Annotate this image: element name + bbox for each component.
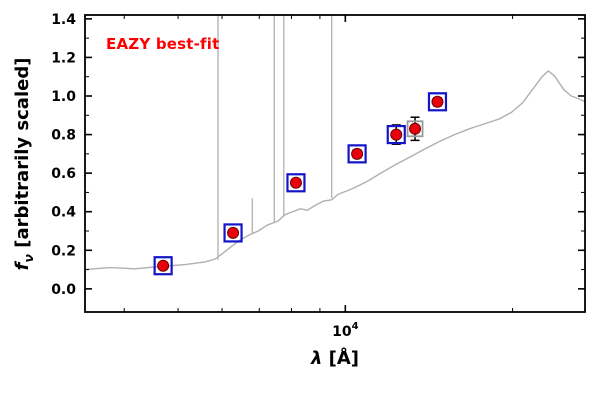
axes-box bbox=[84, 14, 586, 313]
y-tick-label: 0.6 bbox=[51, 166, 76, 182]
flux-symbol: f bbox=[12, 262, 34, 271]
photometry-point bbox=[227, 226, 240, 239]
photometry-point bbox=[157, 259, 170, 272]
blue-square-marker bbox=[223, 223, 243, 243]
lambda-symbol: λ bbox=[310, 348, 323, 369]
blue-square-marker bbox=[286, 173, 306, 193]
y-tick-label: 1.0 bbox=[51, 89, 76, 105]
y-tick-label: 1.4 bbox=[51, 12, 76, 28]
x-axis-label: λ [Å] bbox=[85, 348, 585, 369]
photometry-point bbox=[390, 128, 403, 141]
blue-square-marker bbox=[153, 256, 173, 276]
y-tick-label: 0.0 bbox=[51, 282, 76, 298]
photometry-group bbox=[153, 92, 448, 276]
gray-square-marker bbox=[406, 120, 424, 138]
blue-square-marker bbox=[386, 124, 406, 145]
spectrum-group bbox=[85, 15, 585, 271]
spectrum-line bbox=[85, 70, 585, 271]
photometry-point bbox=[351, 147, 364, 160]
y-tick-label: 1.2 bbox=[51, 50, 76, 66]
x-tick-label: 104 bbox=[332, 321, 358, 340]
photometry-point bbox=[289, 176, 302, 189]
y-tick-label: 0.4 bbox=[51, 205, 76, 221]
x-axis-units: [Å] bbox=[322, 348, 360, 369]
y-axis-units: [arbitrarily scaled] bbox=[12, 57, 34, 254]
y-tick-label: 0.2 bbox=[51, 243, 76, 259]
blue-square-marker bbox=[347, 144, 367, 164]
nu-subscript: ν bbox=[20, 254, 36, 263]
blue-square-marker bbox=[427, 92, 448, 112]
photometry-point bbox=[409, 122, 422, 135]
photometry-point bbox=[431, 95, 444, 108]
y-tick-label: 0.8 bbox=[51, 128, 76, 144]
y-axis-label: fν [arbitrarily scaled] bbox=[12, 58, 36, 271]
bestfit-annotation: EAZY best-fit bbox=[106, 35, 220, 53]
